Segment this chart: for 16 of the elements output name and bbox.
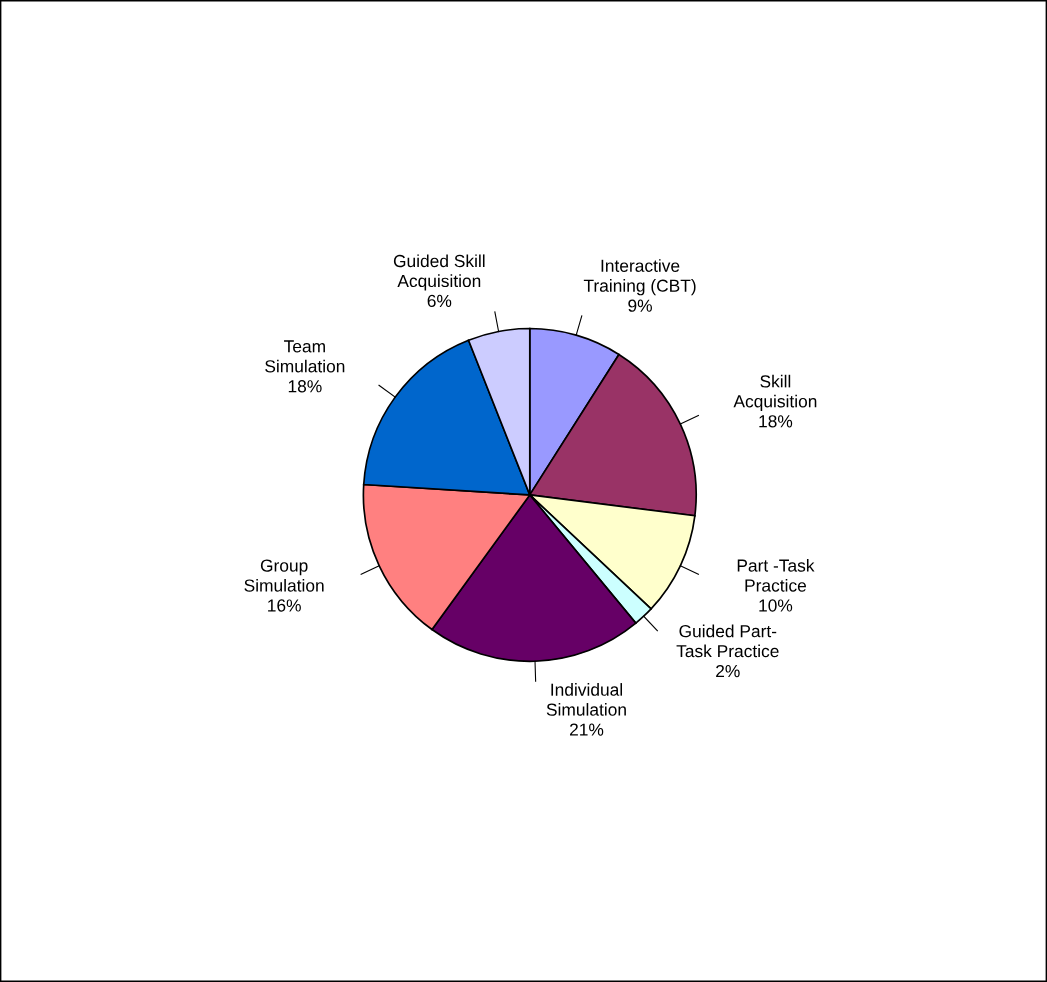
data-label: 10% (759, 599, 793, 612)
data-label: 2% (716, 664, 740, 678)
slice-label: Skill Acquisition (733, 374, 817, 411)
slice-label: Group Simulation (244, 559, 324, 592)
data-label: 18% (288, 380, 322, 393)
data-label: 16% (268, 599, 301, 612)
slice-label: Guided Part- Task Practice (676, 624, 779, 658)
slice-label: Individual Simulation (546, 683, 626, 716)
legend-label: Part -Task Practice (737, 558, 815, 592)
slice-label: Guided Skill Acquisition (393, 254, 485, 291)
data-label: 21% (569, 723, 604, 736)
data-label: 6% (427, 294, 452, 308)
data-label: 18% (759, 415, 793, 428)
slice-label: Team Simulation (265, 340, 345, 373)
data-label: 9% (628, 299, 652, 312)
slice-label: Interactive Training (CBT) (583, 259, 696, 296)
